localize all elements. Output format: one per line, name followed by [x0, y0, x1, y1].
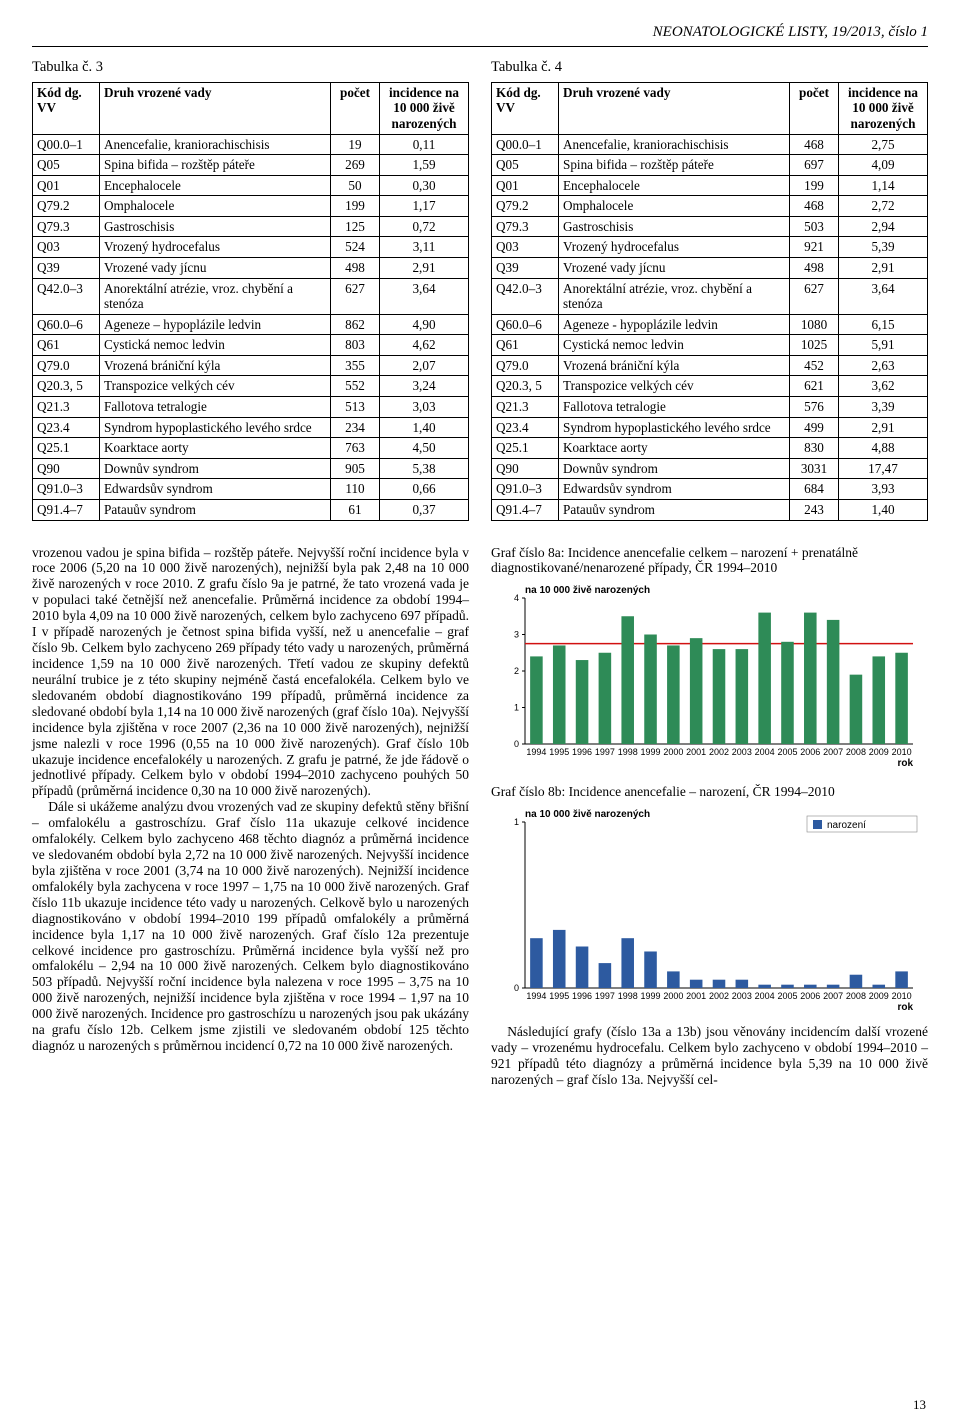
svg-text:1: 1: [514, 817, 519, 827]
table3-caption: Tabulka č. 3: [32, 59, 469, 76]
svg-text:2008: 2008: [846, 747, 866, 757]
svg-text:1999: 1999: [641, 747, 661, 757]
svg-text:2002: 2002: [709, 991, 729, 1001]
table-row: Q91.4–7Patauův syndrom610,37: [33, 499, 469, 520]
chart-8b: 01na 10 000 živě narozených1994199519961…: [491, 804, 928, 1014]
svg-text:2003: 2003: [732, 991, 752, 1001]
left-para-2: Dále si ukážeme analýzu dvou vrozených v…: [32, 799, 469, 1054]
svg-text:2009: 2009: [869, 991, 889, 1001]
svg-text:1996: 1996: [572, 991, 592, 1001]
table-row: Q60.0–6Ageneze - hypoplázile ledvin10806…: [492, 314, 928, 335]
rule: [32, 46, 928, 47]
svg-text:2000: 2000: [663, 991, 683, 1001]
table-row: Q20.3, 5Transpozice velkých cév6213,62: [492, 376, 928, 397]
table-row: Q91.4–7Patauův syndrom2431,40: [492, 499, 928, 520]
svg-text:2004: 2004: [755, 991, 775, 1001]
svg-text:na 10 000 živě narozených: na 10 000 živě narozených: [525, 809, 650, 820]
table3: Kód dg. VVDruh vrozené vadypočetincidenc…: [32, 82, 469, 521]
svg-text:2006: 2006: [800, 747, 820, 757]
table-row: Q39Vrozené vady jícnu4982,91: [33, 258, 469, 279]
svg-text:1999: 1999: [641, 991, 661, 1001]
table-row: Q25.1Koarktace aorty8304,88: [492, 438, 928, 459]
svg-text:2000: 2000: [663, 747, 683, 757]
table-row: Q79.0Vrozená brániční kýla3552,07: [33, 355, 469, 376]
table-row: Q42.0–3Anorektální atrézie, vroz. chyběn…: [33, 278, 469, 314]
table-row: Q91.0–3Edwardsův syndrom1100,66: [33, 479, 469, 500]
svg-text:2001: 2001: [686, 991, 706, 1001]
svg-text:2005: 2005: [777, 747, 797, 757]
table-row: Q42.0–3Anorektální atrézie, vroz. chyběn…: [492, 278, 928, 314]
table-row: Q79.3Gastroschisis1250,72: [33, 216, 469, 237]
table-row: Q05Spina bifida – rozštěp páteře6974,09: [492, 155, 928, 176]
svg-text:1995: 1995: [549, 991, 569, 1001]
table-row: Q03Vrozený hydrocefalus5243,11: [33, 237, 469, 258]
table-row: Q21.3Fallotova tetralogie5763,39: [492, 397, 928, 418]
svg-text:2007: 2007: [823, 991, 843, 1001]
table-row: Q91.0–3Edwardsův syndrom6843,93: [492, 479, 928, 500]
svg-text:1996: 1996: [572, 747, 592, 757]
table-row: Q00.0–1Anencefalie, kraniorachischisis19…: [33, 134, 469, 155]
table4: Kód dg. VVDruh vrozené vadypočetincidenc…: [491, 82, 928, 521]
svg-text:2001: 2001: [686, 747, 706, 757]
table-row: Q90Downův syndrom9055,38: [33, 458, 469, 479]
right-para: Následující grafy (číslo 13a a 13b) jsou…: [491, 1024, 928, 1088]
table-row: Q20.3, 5Transpozice velkých cév5523,24: [33, 376, 469, 397]
table-row: Q79.0Vrozená brániční kýla4522,63: [492, 355, 928, 376]
table-row: Q23.4Syndrom hypoplastického levého srdc…: [33, 417, 469, 438]
table-row: Q03Vrozený hydrocefalus9215,39: [492, 237, 928, 258]
svg-text:2007: 2007: [823, 747, 843, 757]
svg-text:narození: narození: [827, 820, 866, 831]
table-row: Q79.2Omphalocele1991,17: [33, 196, 469, 217]
graf8a-title: Graf číslo 8a: Incidence anencefalie cel…: [491, 545, 928, 577]
svg-text:2002: 2002: [709, 747, 729, 757]
svg-text:1998: 1998: [618, 991, 638, 1001]
table-row: Q21.3Fallotova tetralogie5133,03: [33, 397, 469, 418]
svg-text:2006: 2006: [800, 991, 820, 1001]
svg-text:na 10 000 živě narozených: na 10 000 živě narozených: [525, 585, 650, 596]
page-number: 13: [913, 1397, 926, 1412]
table-row: Q61Cystická nemoc ledvin10255,91: [492, 335, 928, 356]
svg-text:2010: 2010: [892, 747, 912, 757]
svg-text:2003: 2003: [732, 747, 752, 757]
running-head: NEONATOLOGICKÉ LISTY, 19/2013, číslo 1: [32, 24, 928, 42]
table-row: Q61Cystická nemoc ledvin8034,62: [33, 335, 469, 356]
svg-text:1995: 1995: [549, 747, 569, 757]
svg-text:1: 1: [514, 703, 519, 713]
table-row: Q79.2Omphalocele4682,72: [492, 196, 928, 217]
left-column-text: vrozenou vadou je spina bifida – rozštěp…: [32, 545, 469, 1088]
svg-text:1994: 1994: [526, 991, 546, 1001]
table-row: Q01Encephalocele500,30: [33, 175, 469, 196]
chart-8a: 01234na 10 000 živě narozených1994199519…: [491, 580, 928, 770]
svg-text:2009: 2009: [869, 747, 889, 757]
svg-text:0: 0: [514, 983, 519, 993]
svg-text:2: 2: [514, 666, 519, 676]
table-row: Q01Encephalocele1991,14: [492, 175, 928, 196]
table-row: Q23.4Syndrom hypoplastického levého srdc…: [492, 417, 928, 438]
svg-text:4: 4: [514, 593, 519, 603]
svg-text:1997: 1997: [595, 747, 615, 757]
svg-text:0: 0: [514, 739, 519, 749]
svg-text:2004: 2004: [755, 747, 775, 757]
svg-text:2010: 2010: [892, 991, 912, 1001]
table-row: Q00.0–1Anencefalie, kraniorachischisis46…: [492, 134, 928, 155]
svg-text:3: 3: [514, 630, 519, 640]
left-para-1: vrozenou vadou je spina bifida – rozštěp…: [32, 545, 469, 800]
table-row: Q79.3Gastroschisis5032,94: [492, 216, 928, 237]
svg-text:1997: 1997: [595, 991, 615, 1001]
table4-caption: Tabulka č. 4: [491, 59, 928, 76]
right-column: Graf číslo 8a: Incidence anencefalie cel…: [491, 531, 928, 1088]
svg-text:2005: 2005: [777, 991, 797, 1001]
graf8b-title: Graf číslo 8b: Incidence anencefalie – n…: [491, 784, 928, 800]
table-row: Q90Downův syndrom303117,47: [492, 458, 928, 479]
svg-text:2008: 2008: [846, 991, 866, 1001]
svg-text:rok: rok: [897, 758, 913, 769]
svg-text:rok: rok: [897, 1002, 913, 1013]
svg-text:1998: 1998: [618, 747, 638, 757]
svg-text:1994: 1994: [526, 747, 546, 757]
table-row: Q60.0–6Ageneze – hypoplázile ledvin8624,…: [33, 314, 469, 335]
table-row: Q05Spina bifida – rozštěp páteře2691,59: [33, 155, 469, 176]
table-row: Q25.1Koarktace aorty7634,50: [33, 438, 469, 459]
right-para-text: Následující grafy (číslo 13a a 13b) jsou…: [491, 1024, 928, 1088]
table-row: Q39Vrozené vady jícnu4982,91: [492, 258, 928, 279]
